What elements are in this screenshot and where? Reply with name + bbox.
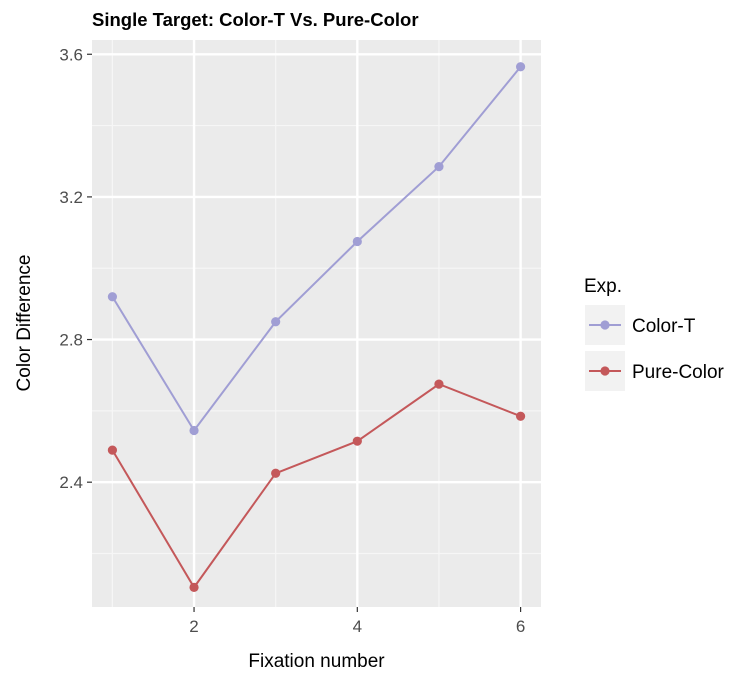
data-point xyxy=(271,317,281,327)
series-points xyxy=(107,62,526,592)
y-tick-label: 2.8 xyxy=(59,331,83,350)
y-axis-title: Color Difference xyxy=(14,255,35,392)
data-point xyxy=(189,582,199,592)
data-point xyxy=(107,445,118,455)
legend-label: Pure-Color xyxy=(632,362,725,383)
y-tick-label: 2.4 xyxy=(59,473,83,492)
data-point xyxy=(434,161,444,172)
legend-key-point xyxy=(600,320,610,330)
y-tick-label: 3.6 xyxy=(59,45,83,64)
x-tick-label: 2 xyxy=(189,617,198,636)
legend: Exp. Color-T Pure-Color xyxy=(584,276,725,391)
y-axis: 2.4 2.8 3.2 3.6 xyxy=(59,45,92,492)
major-gridlines xyxy=(92,40,541,607)
x-tick-label: 4 xyxy=(353,617,362,636)
series-line-0 xyxy=(111,66,522,433)
y-tick-label: 3.2 xyxy=(59,188,83,207)
data-point xyxy=(515,62,526,72)
legend-label: Color-T xyxy=(632,316,696,337)
series-lines xyxy=(111,66,522,590)
x-tick-label: 6 xyxy=(516,617,525,636)
data-point xyxy=(107,292,118,302)
x-axis: 2 4 6 xyxy=(189,607,525,636)
data-point xyxy=(271,468,281,478)
chart-title: Single Target: Color-T Vs. Pure-Color xyxy=(92,9,419,30)
legend-key-point xyxy=(600,366,610,376)
legend-title: Exp. xyxy=(584,276,622,297)
data-point xyxy=(352,436,362,446)
x-axis-title: Fixation number xyxy=(248,651,385,672)
data-point xyxy=(352,236,362,247)
data-point xyxy=(515,411,526,421)
data-point xyxy=(434,379,444,389)
series-line-1 xyxy=(111,382,521,590)
data-point xyxy=(189,425,199,436)
